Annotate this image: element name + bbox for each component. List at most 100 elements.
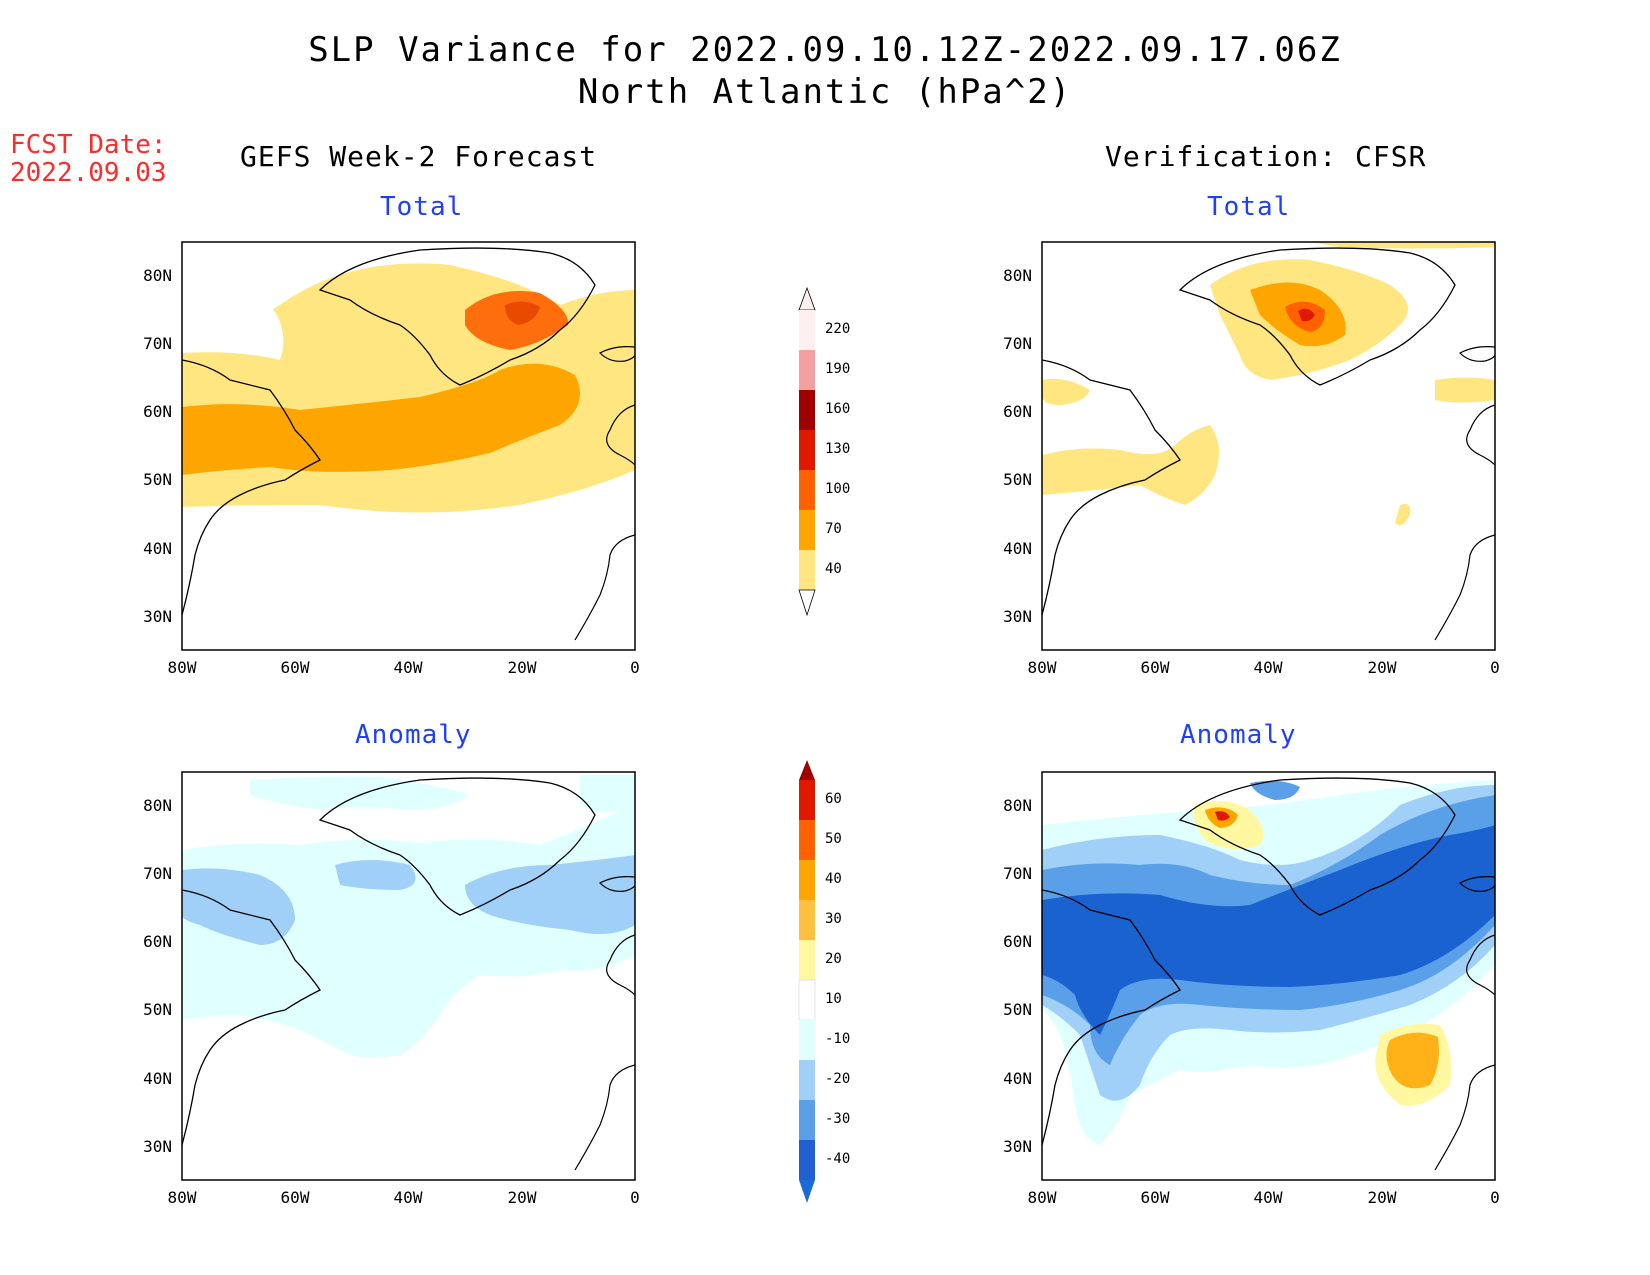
total-colorbar-segment [799, 310, 815, 350]
coastline-europe [1466, 934, 1495, 996]
lat-label: 60N [143, 932, 172, 951]
coastline-iceland [1459, 346, 1495, 362]
lat-label: 80N [143, 266, 172, 285]
anomaly-neg20-iceland [465, 855, 635, 934]
lat-label: 50N [143, 470, 172, 489]
lon-label: 40W [1254, 1188, 1283, 1207]
gefs-anomaly-subtitle: Anomaly [355, 720, 472, 750]
lat-label: 40N [1003, 1069, 1032, 1088]
lat-label: 50N [1003, 470, 1032, 489]
anomaly-level-label: -10 [825, 1031, 850, 1047]
colorbar-top-arrow [799, 760, 815, 780]
lon-label: 60W [1141, 1188, 1170, 1207]
anomaly-colorbar-segment [799, 780, 815, 820]
coastline-north-america [182, 359, 321, 616]
total-level-label: 130 [825, 441, 850, 457]
anomaly-colorbar-segment [799, 1100, 815, 1140]
total-level-label: 70 [825, 521, 842, 537]
lat-label: 70N [1003, 864, 1032, 883]
cfsr-total-map: 80N 70N 60N 50N 40N 30N 80W 60W 40W 20W … [1003, 241, 1500, 677]
lat-label: 70N [1003, 334, 1032, 353]
anomaly-colorbar-segment [799, 1060, 815, 1100]
lon-label: 0 [630, 1188, 640, 1207]
main-subtitle: North Atlantic (hPa^2) [577, 72, 1073, 112]
total-colorbar-segment [799, 550, 815, 590]
coastline-europe [606, 404, 635, 466]
variance-40-east [1435, 377, 1495, 403]
anomaly-level-label: -20 [825, 1071, 850, 1087]
coastline-greenland [318, 777, 596, 916]
lat-label: 80N [1003, 266, 1032, 285]
variance-40-top [1310, 242, 1495, 249]
lat-label: 60N [1003, 402, 1032, 421]
variance-40-labrador [1042, 378, 1090, 405]
colorbar-top-arrow [798, 286, 816, 311]
anomaly-level-label: 10 [825, 991, 842, 1007]
lon-label: 40W [1254, 658, 1283, 677]
cfsr-anomaly-map: 80N 70N 60N 50N 40N 30N 80W 60W 40W 20W … [1003, 771, 1500, 1207]
coastline-greenland [1178, 777, 1456, 916]
lat-label: 40N [1003, 539, 1032, 558]
left-column-title: GEFS Week-2 Forecast [240, 140, 598, 173]
colorbar-bottom-arrow [798, 589, 816, 617]
total-level-label: 40 [825, 561, 842, 577]
coastline-iberia-africa [1434, 1064, 1495, 1171]
anomaly-level-label: -30 [825, 1111, 850, 1127]
lat-label: 40N [143, 1069, 172, 1088]
fcst-date-label: FCST Date: [10, 130, 167, 160]
lat-label: 40N [143, 539, 172, 558]
lat-label: 30N [1003, 1137, 1032, 1156]
total-colorbar-segment [799, 510, 815, 550]
lat-label: 50N [143, 1000, 172, 1019]
total-colorbar-segment [799, 350, 815, 390]
coastline-iceland [1459, 876, 1495, 892]
anomaly-level-label: 60 [825, 791, 842, 807]
total-colorbar: 220 190 160 130 100 70 40 [798, 286, 850, 617]
anomaly-colorbar-segment [799, 820, 815, 860]
lon-label: 0 [1490, 658, 1500, 677]
anomaly-colorbar-segment [799, 940, 815, 980]
gefs-total-subtitle: Total [380, 192, 464, 222]
anomaly-pos20-iberia [1386, 1032, 1439, 1089]
anomaly-colorbar-segment [799, 1140, 815, 1180]
anomaly-colorbar-segment [799, 1020, 815, 1060]
lon-label: 20W [1368, 1188, 1397, 1207]
coastline-north-america [1042, 359, 1181, 616]
fcst-date-value: 2022.09.03 [10, 158, 167, 188]
main-title: SLP Variance for 2022.09.10.12Z-2022.09.… [308, 30, 1342, 70]
coastline-iceland [599, 346, 635, 362]
coastline-north-america [1042, 889, 1181, 1146]
lat-label: 80N [1003, 796, 1032, 815]
anomaly-colorbar-segment [799, 900, 815, 940]
lon-label: 0 [630, 658, 640, 677]
anomaly-colorbar-segments [798, 760, 816, 1203]
lon-label: 60W [281, 658, 310, 677]
coastline-iberia-africa [574, 534, 635, 641]
gefs-anomaly-map: 80N 70N 60N 50N 40N 30N 80W 60W 40W 20W … [143, 771, 640, 1207]
lat-ticks: 80N 70N 60N 50N 40N 30N [143, 796, 172, 1156]
white-baffin-region [182, 275, 284, 360]
anomaly-colorbar-segment [799, 860, 815, 900]
lon-label: 80W [1028, 658, 1057, 677]
lat-label: 60N [1003, 932, 1032, 951]
lat-label: 30N [143, 1137, 172, 1156]
coastline-iceland [599, 876, 635, 892]
lon-ticks: 80W 60W 40W 20W 0 [168, 658, 640, 677]
coastline-europe [606, 934, 635, 996]
lon-label: 60W [1141, 658, 1170, 677]
lat-label: 80N [143, 796, 172, 815]
coastline-europe [1466, 404, 1495, 466]
variance-130-core [505, 301, 540, 325]
total-level-label: 160 [825, 401, 850, 417]
lon-label: 20W [508, 1188, 537, 1207]
anomaly-colorbar: 60 50 40 30 20 10 -10 -20 -30 -40 [798, 760, 850, 1203]
variance-40-spot [1395, 503, 1411, 526]
total-level-label: 100 [825, 481, 850, 497]
variance-130-core [1298, 308, 1315, 322]
cfsr-anomaly-subtitle: Anomaly [1180, 720, 1297, 750]
anomaly-level-label: 40 [825, 871, 842, 887]
lon-label: 40W [394, 1188, 423, 1207]
total-colorbar-segment [799, 470, 815, 510]
gefs-total-map: 80N 70N 60N 50N 40N 30N 80W 60W 40W 20W … [143, 241, 640, 677]
total-level-label: 190 [825, 361, 850, 377]
